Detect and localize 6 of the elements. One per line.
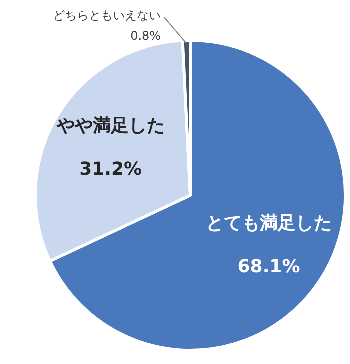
- data-label: 68.1%: [238, 256, 300, 278]
- data-label: 31.2%: [80, 158, 142, 180]
- slice-label: やや満足した: [56, 115, 165, 136]
- data-label: 0.8%: [130, 28, 162, 43]
- slice-label: とても満足した: [206, 213, 332, 234]
- slice-label: どちらともいえない: [53, 8, 162, 23]
